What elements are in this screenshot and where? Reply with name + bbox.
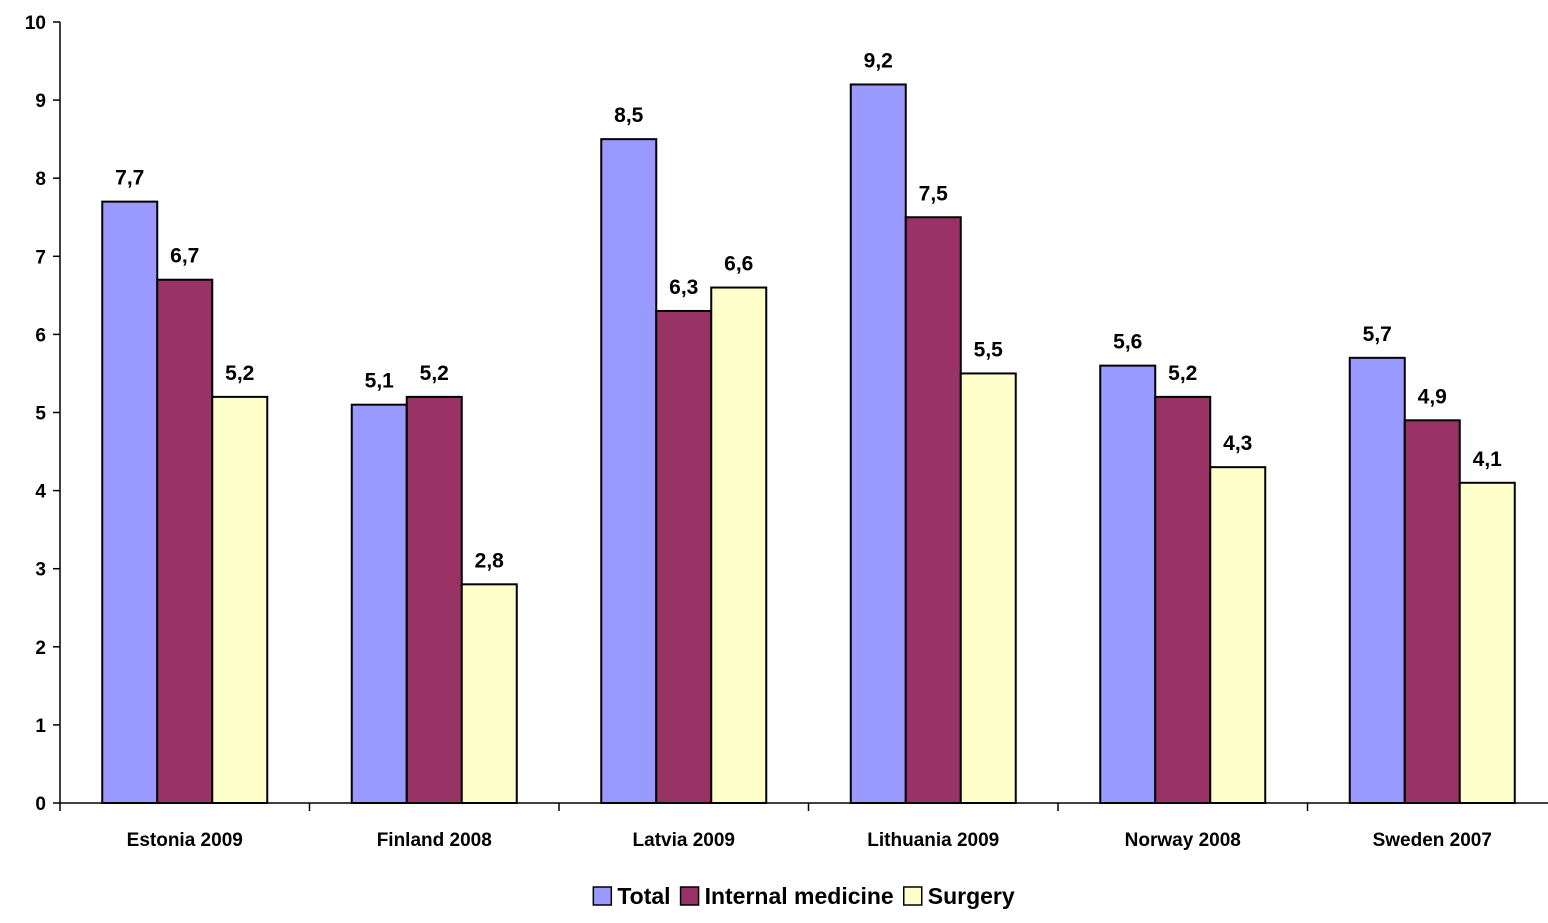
y-tick-label: 0 [35, 794, 46, 815]
data-label: 5,2 [1168, 362, 1197, 385]
data-label: 6,6 [724, 253, 753, 276]
data-label: 5,1 [365, 370, 395, 393]
y-tick-label: 4 [35, 482, 46, 503]
y-tick-label: 9 [35, 91, 46, 112]
x-tick-label: Estonia 2009 [127, 830, 243, 851]
legend-item-surgery: Surgery [902, 883, 1015, 909]
data-label: 8,5 [614, 104, 644, 127]
bar-surgery-finland-2008 [460, 583, 518, 804]
bar-total-lithuania-2009 [849, 83, 907, 805]
bar-surgery-latvia-2009 [710, 286, 768, 805]
bars-layer [101, 83, 1516, 805]
legend-label: Internal medicine [705, 883, 894, 909]
y-tick-label: 3 [35, 560, 46, 581]
x-tick-label: Sweden 2007 [1373, 830, 1492, 851]
data-label: 5,5 [974, 338, 1004, 361]
data-label: 5,2 [225, 362, 254, 385]
x-tick-label: Latvia 2009 [633, 830, 735, 851]
y-tick-label: 6 [35, 325, 46, 346]
data-label: 7,7 [115, 167, 144, 190]
data-label: 5,7 [1363, 323, 1392, 346]
bar-total-norway-2008 [1099, 364, 1157, 804]
y-tick-label: 1 [35, 716, 46, 737]
axes-layer: Estonia 2009 Finland 2008 Latvia 2009 Lithu… [25, 13, 1548, 851]
legend: Total Internal medicine Surgery [592, 883, 1015, 909]
data-label: 5,6 [1113, 331, 1142, 354]
data-label: 6,3 [669, 276, 698, 299]
data-label: 6,7 [170, 245, 199, 268]
data-label: 4,3 [1223, 432, 1252, 455]
bar-total-estonia-2009 [101, 200, 159, 804]
bar-internal-medicine-norway-2008 [1154, 395, 1212, 804]
y-tick-label: 8 [35, 169, 46, 190]
bar-surgery-sweden-2007 [1458, 481, 1516, 804]
x-tick-label: Norway 2008 [1125, 830, 1241, 851]
legend-swatch [592, 886, 613, 906]
bar-internal-medicine-sweden-2007 [1403, 419, 1461, 804]
data-label: 5,2 [420, 362, 449, 385]
bar-surgery-estonia-2009 [211, 395, 269, 804]
x-tick-label: Finland 2008 [377, 830, 492, 851]
y-tick-label: 7 [35, 247, 46, 268]
legend-swatch [902, 886, 923, 906]
x-tick-label: Lithuania 2009 [867, 830, 999, 851]
bar-internal-medicine-latvia-2009 [655, 309, 713, 804]
legend-item-total: Total [592, 883, 671, 909]
bar-total-sweden-2007 [1348, 356, 1406, 804]
legend-swatch [679, 886, 700, 906]
data-labels-layer: 7,7 6,7 5,2 5,1 5,2 2,8 8,5 6,3 6,6 9,2 7,5 5,5 5,6 5… [115, 49, 1502, 572]
bar-internal-medicine-lithuania-2009 [904, 216, 962, 804]
bar-total-latvia-2009 [600, 138, 658, 804]
legend-label: Surgery [928, 883, 1015, 909]
data-label: 7,5 [919, 182, 949, 205]
data-label: 9,2 [864, 49, 893, 72]
bar-surgery-lithuania-2009 [959, 372, 1017, 804]
data-label: 4,9 [1418, 385, 1447, 408]
bar-internal-medicine-finland-2008 [405, 395, 463, 804]
bar-internal-medicine-estonia-2009 [156, 278, 214, 805]
data-label: 4,1 [1473, 448, 1503, 471]
data-label: 2,8 [475, 549, 505, 572]
legend-item-internal-medicine: Internal medicine [679, 883, 894, 909]
legend-label: Total [617, 883, 670, 909]
y-tick-label: 10 [25, 13, 46, 34]
bar-surgery-norway-2008 [1209, 466, 1267, 804]
y-tick-label: 2 [35, 638, 46, 659]
y-tick-label: 5 [35, 404, 46, 425]
bar-total-finland-2008 [350, 403, 408, 804]
